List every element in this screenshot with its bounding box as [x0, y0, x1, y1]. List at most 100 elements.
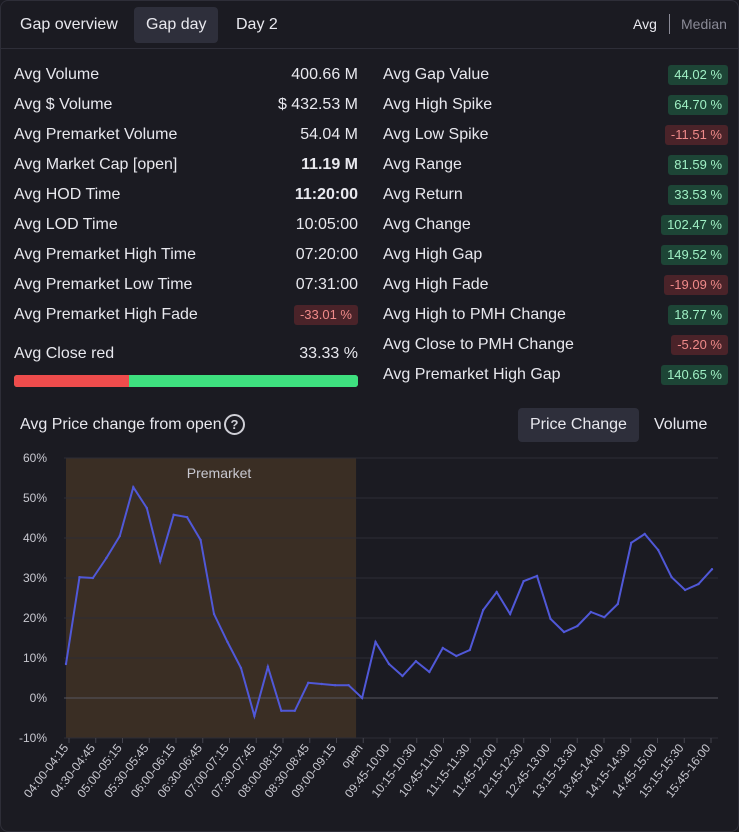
stat-row: Avg LOD Time 10:05:00: [14, 210, 358, 240]
help-icon[interactable]: ?: [224, 414, 245, 435]
stat-row: Avg Change 102.47 %: [383, 210, 728, 240]
stat-row: Avg Premarket Volume 54.04 M: [14, 120, 358, 150]
stat-label: Avg Close to PMH Change: [383, 336, 574, 353]
data-point[interactable]: [347, 684, 350, 687]
mode-avg-toggle[interactable]: Avg: [633, 16, 657, 32]
stat-value: 11:20:00: [294, 186, 358, 203]
data-point[interactable]: [683, 588, 687, 592]
stat-label: Avg Premarket High Gap: [383, 366, 561, 383]
data-point[interactable]: [132, 486, 135, 489]
data-point[interactable]: [576, 624, 579, 628]
data-point[interactable]: [630, 541, 633, 544]
stat-row: Avg Premarket High Gap 140.65 %: [383, 360, 728, 390]
stat-label: Avg High to PMH Change: [383, 306, 566, 323]
stat-value: 54.04 M: [300, 126, 358, 143]
y-tick-label: 60%: [23, 451, 47, 465]
stat-label: Avg Low Spike: [383, 126, 489, 143]
y-tick-label: 30%: [23, 571, 47, 585]
data-point[interactable]: [508, 612, 512, 616]
data-point[interactable]: [145, 506, 148, 510]
stat-row: Avg Close to PMH Change -5.20 %: [383, 330, 728, 360]
tab-volume[interactable]: Volume: [654, 416, 708, 433]
stat-row: Avg High Spike 64.70 %: [383, 90, 728, 120]
data-point[interactable]: [387, 662, 391, 666]
stat-badge: 140.65 %: [661, 365, 728, 385]
stat-badge: 44.02 %: [668, 65, 728, 85]
stat-label: Avg HOD Time: [14, 186, 121, 203]
data-point[interactable]: [535, 574, 539, 578]
data-point[interactable]: [603, 616, 606, 619]
data-point[interactable]: [64, 662, 68, 666]
stat-row: Avg High to PMH Change 18.77 %: [383, 300, 728, 330]
data-point[interactable]: [185, 516, 189, 519]
stat-label: Avg Close red: [14, 345, 115, 362]
data-point[interactable]: [710, 568, 714, 571]
tab-day-2[interactable]: Day 2: [236, 16, 278, 33]
stat-label: Avg Volume: [14, 66, 100, 83]
stat-row: Avg $ Volume $ 432.53 M: [14, 90, 358, 120]
data-point[interactable]: [199, 538, 202, 542]
data-point[interactable]: [656, 548, 660, 552]
data-point[interactable]: [105, 556, 108, 560]
data-point[interactable]: [670, 576, 673, 579]
data-point[interactable]: [91, 576, 95, 580]
data-point[interactable]: [495, 590, 498, 594]
data-point[interactable]: [616, 602, 619, 606]
data-point[interactable]: [468, 648, 471, 652]
stat-value: 11.19 M: [301, 156, 358, 173]
data-point[interactable]: [455, 654, 458, 658]
data-point[interactable]: [414, 660, 418, 663]
stat-badge: -33.01 %: [293, 305, 358, 325]
data-point[interactable]: [428, 670, 431, 674]
data-point[interactable]: [118, 534, 122, 538]
stat-row: Avg Market Cap [open] 11.19 M: [14, 150, 358, 180]
data-point[interactable]: [280, 709, 283, 712]
y-tick-label: 0%: [30, 691, 48, 705]
y-tick-label: 50%: [23, 491, 47, 505]
data-point[interactable]: [253, 714, 256, 718]
data-point[interactable]: [172, 513, 175, 516]
data-point[interactable]: [441, 646, 445, 650]
stat-row: Avg Premarket Low Time 07:31:00: [14, 270, 358, 300]
mode-median-toggle[interactable]: Median: [681, 16, 727, 32]
header: Gap overview Gap day Day 2 Avg Median: [1, 1, 738, 49]
data-point[interactable]: [589, 610, 593, 614]
data-point[interactable]: [266, 665, 270, 668]
stat-badge: -11.51 %: [664, 125, 728, 145]
stat-badge: -5.20 %: [671, 335, 728, 355]
tab-gap-overview[interactable]: Gap overview: [20, 16, 118, 33]
data-point[interactable]: [307, 681, 310, 684]
data-point[interactable]: [562, 630, 566, 634]
stat-badge: -19.09 %: [663, 275, 728, 295]
data-point[interactable]: [522, 580, 525, 583]
data-point[interactable]: [320, 682, 323, 686]
stat-row: Avg Premarket High Time 07:20:00: [14, 240, 358, 270]
tab-gap-day[interactable]: Gap day: [134, 7, 219, 43]
tab-price-change[interactable]: Price Change: [518, 408, 639, 442]
stat-label: Avg Premarket High Fade: [14, 306, 198, 323]
data-point[interactable]: [159, 560, 162, 563]
data-point[interactable]: [549, 617, 552, 620]
data-point[interactable]: [333, 684, 337, 687]
stat-label: Avg LOD Time: [14, 216, 118, 233]
data-point[interactable]: [78, 576, 81, 579]
data-point[interactable]: [697, 582, 700, 586]
data-point[interactable]: [360, 696, 364, 700]
stat-row: Avg High Fade -19.09 %: [383, 270, 728, 300]
stat-badge: 33.53 %: [668, 185, 728, 205]
data-point[interactable]: [401, 674, 404, 678]
stat-row: Avg Return 33.53 %: [383, 180, 728, 210]
stat-badge: 81.59 %: [668, 155, 728, 175]
data-point[interactable]: [374, 640, 377, 644]
premarket-label: Premarket: [187, 465, 252, 481]
stat-row: Avg Volume 400.66 M: [14, 60, 358, 90]
data-point[interactable]: [293, 709, 296, 712]
stat-label: Avg Market Cap [open]: [14, 156, 178, 173]
data-point[interactable]: [212, 612, 216, 616]
y-tick-label: -10%: [19, 731, 47, 745]
data-point[interactable]: [482, 608, 485, 612]
data-point[interactable]: [239, 666, 243, 670]
data-point[interactable]: [226, 640, 229, 644]
data-point[interactable]: [643, 532, 646, 536]
